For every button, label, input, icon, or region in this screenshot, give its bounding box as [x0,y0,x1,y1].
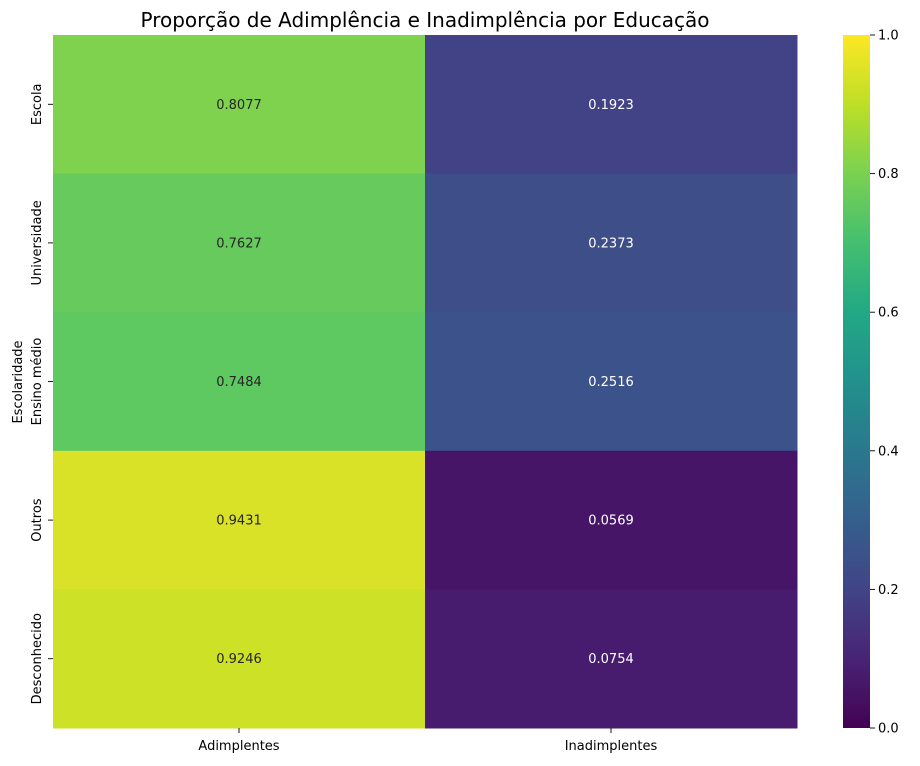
y-tick-label: Escola [30,83,45,125]
heatmap-cell [53,173,426,313]
heatmap-cell [53,589,426,729]
cell-value-label: 0.0754 [588,652,634,667]
heatmap-cell [425,450,798,590]
colorbar-tick-label: 0.0 [878,722,899,737]
colorbar-tick-label: 0.8 [878,167,899,182]
cell-value-label: 0.1923 [588,98,634,113]
heatmap-cells [53,35,798,729]
y-tick-label: Ensino médio [30,338,45,426]
cell-value-label: 0.2373 [588,236,634,251]
cell-annotations: 0.8077 0.1923 0.7627 0.2373 0.7484 0.2516 0.94… [216,98,634,667]
colorbar-tick-label: 0.2 [878,583,899,598]
heatmap-cell [53,450,426,590]
chart-title: Proporção de Adimplência e Inadimplência… [141,8,710,32]
cell-value-label: 0.7484 [216,375,262,390]
cell-value-label: 0.9431 [216,514,262,529]
cell-value-label: 0.7627 [216,236,262,251]
x-tick-label: Inadimplentes [565,739,658,754]
colorbar-ticks: 0.0 0.2 0.4 0.6 0.8 1.0 [870,29,899,737]
heatmap-cell [425,589,798,729]
x-tick-label: Adimplentes [198,739,279,754]
x-axis-ticks: Adimplentes Inadimplentes [198,728,657,754]
cell-value-label: 0.0569 [588,514,634,529]
heatmap-cell [425,35,798,175]
y-axis-label: Escolaridade [11,340,26,423]
heatmap-cell [425,173,798,313]
colorbar-tick-label: 0.4 [878,444,899,459]
y-tick-label: Universidade [30,200,45,285]
colorbar [843,35,870,728]
heatmap-cell [53,35,426,175]
y-axis-ticks: Escola Universidade Ensino médio Outros Desc… [30,83,53,704]
y-tick-label: Outros [30,498,45,542]
heatmap-cell [425,312,798,452]
colorbar-tick-label: 1.0 [878,29,899,44]
cell-value-label: 0.8077 [216,98,262,113]
cell-value-label: 0.2516 [588,375,634,390]
y-tick-label: Desconhecido [30,613,45,704]
colorbar-tick-label: 0.6 [878,306,899,321]
heatmap-cell [53,312,426,452]
cell-value-label: 0.9246 [216,652,262,667]
